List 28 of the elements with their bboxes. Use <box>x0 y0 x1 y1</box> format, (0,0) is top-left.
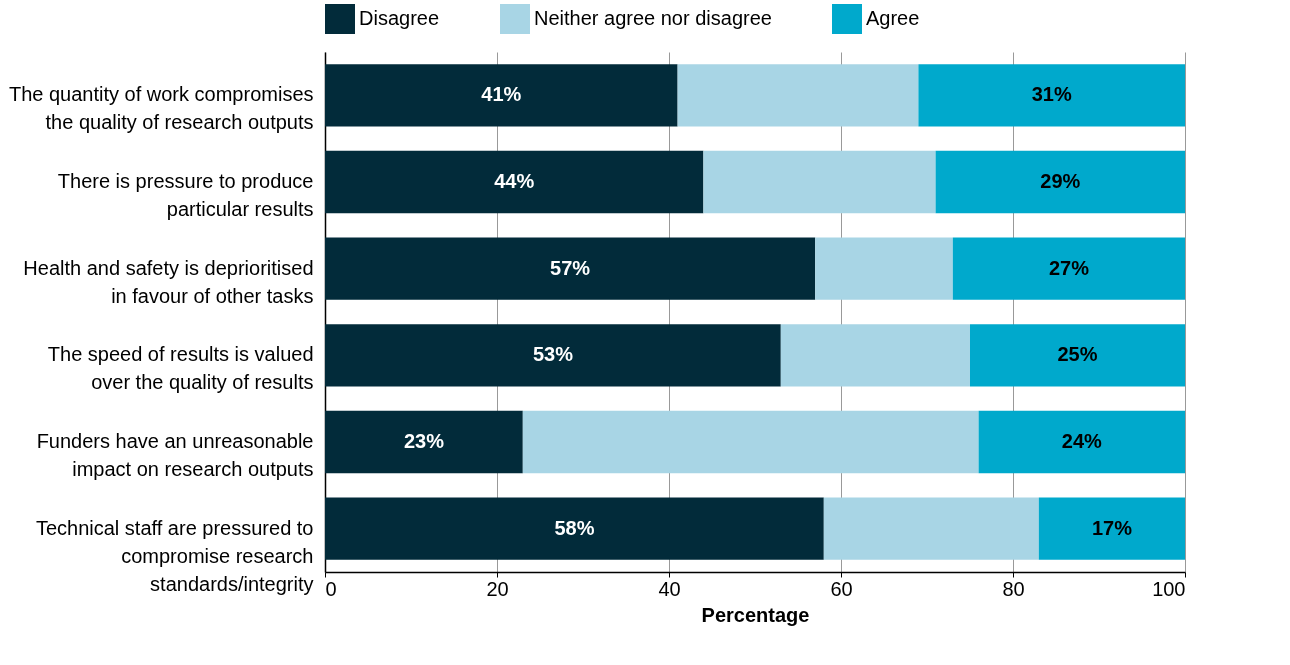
y-tick-label: Technical staff are pressured to compromise research standards/integrity <box>35 516 314 595</box>
legend-label: Neither agree nor disagree <box>534 7 772 29</box>
x-tick-label: 80 <box>1002 577 1025 600</box>
data-label: 41% <box>481 83 522 106</box>
x-axis-title: Percentage <box>701 603 810 626</box>
y-tick-label: There is pressure to produce particular results <box>57 170 314 220</box>
y-tick-label: The speed of results is valued over the quality of results <box>47 343 314 394</box>
x-tick-label: 20 <box>486 577 509 600</box>
data-label: 24% <box>1061 430 1103 452</box>
data-label: 53% <box>532 343 574 366</box>
data-label: 23% <box>403 430 445 452</box>
x-tick-label: 0 <box>325 577 337 600</box>
data-label: 44% <box>494 170 535 192</box>
x-tick-label: 40 <box>658 577 681 600</box>
data-label: 27% <box>1048 256 1090 279</box>
x-tick-label: 100 <box>1152 577 1186 600</box>
data-label: 17% <box>1091 516 1133 539</box>
data-label: 25% <box>1057 343 1098 366</box>
data-label: 57% <box>550 256 591 279</box>
y-tick-label: Health and safety is deprioritised in favour of other tasks <box>23 256 314 307</box>
y-tick-label: Funders have an unreasonable impact on research outputs <box>36 430 314 480</box>
x-tick-label: 60 <box>830 577 853 600</box>
data-label: 31% <box>1031 83 1072 106</box>
data-label: 29% <box>1040 170 1081 192</box>
data-label: 58% <box>554 516 595 539</box>
y-tick-label: The quantity of work compromises the quality of research outputs <box>8 83 314 134</box>
legend-label: Disagree <box>359 7 440 29</box>
legend-label: Agree <box>866 7 920 29</box>
